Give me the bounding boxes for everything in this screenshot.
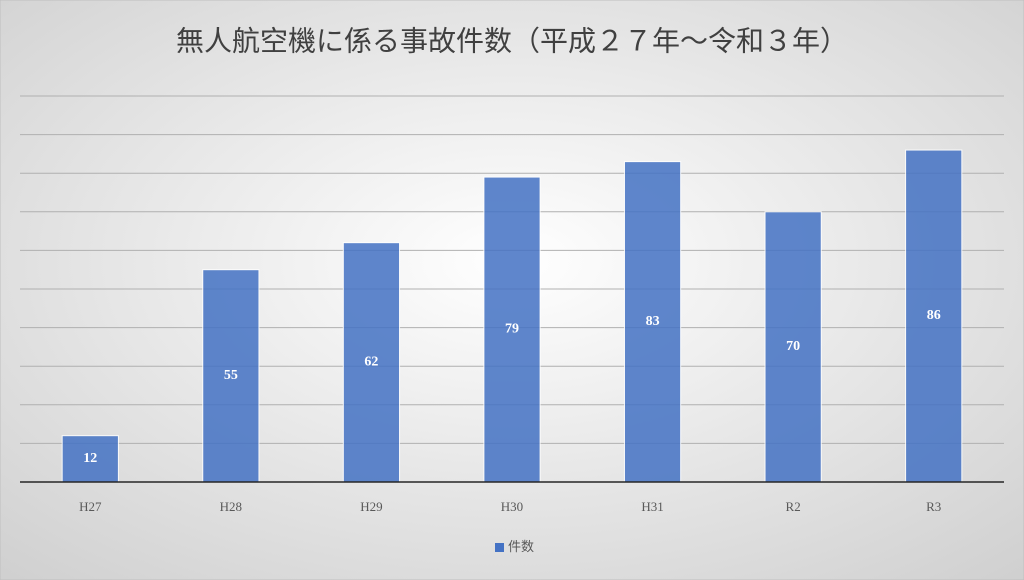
x-tick-label: R2 — [786, 499, 801, 514]
legend-swatch — [495, 543, 504, 552]
bar — [483, 176, 541, 483]
data-label: 55 — [224, 368, 238, 383]
data-label: 12 — [83, 451, 97, 466]
bar — [342, 242, 401, 483]
x-tick-label: H30 — [501, 499, 523, 514]
bar — [905, 149, 963, 483]
data-label: 79 — [505, 322, 519, 337]
bar — [202, 269, 260, 483]
data-label: 70 — [786, 339, 800, 354]
chart-title: 無人航空機に係る事故件数（平成２７年～令和３年） — [176, 25, 848, 57]
bar — [764, 211, 822, 483]
bar — [61, 435, 119, 483]
x-tick-label: H28 — [220, 499, 242, 514]
x-tick-label: H29 — [360, 499, 382, 514]
data-label: 83 — [646, 314, 660, 329]
data-label: 62 — [364, 355, 378, 370]
data-label: 86 — [927, 308, 941, 323]
x-tick-label: H27 — [79, 499, 102, 514]
bar — [623, 161, 682, 483]
legend-label: 件数 — [508, 539, 534, 554]
x-tick-label: R3 — [926, 499, 941, 514]
x-tick-label: H31 — [641, 499, 663, 514]
